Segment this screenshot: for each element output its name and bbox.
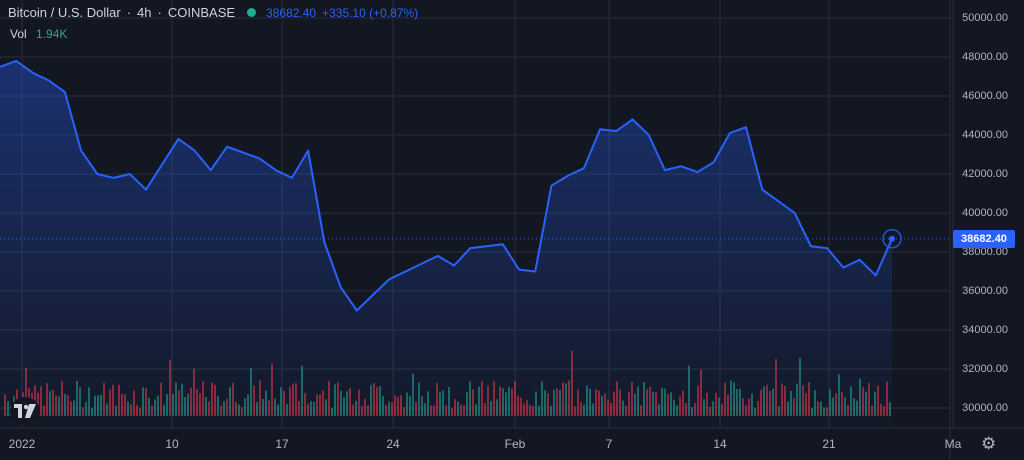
time-axis-tick: 21 — [822, 437, 836, 451]
price-line — [0, 59, 893, 312]
volume-legend[interactable]: Vol 1.94K — [10, 27, 67, 41]
time-axis-tick: 2022 — [8, 437, 36, 451]
last-price-tag: 38682.40 — [953, 229, 1015, 248]
market-status-dot-icon — [247, 8, 257, 17]
legend-separator: · — [157, 5, 162, 20]
price-axis-tick: 40000.00 — [962, 207, 1008, 219]
legend-separator: · — [126, 5, 132, 20]
price-area-fill — [0, 60, 892, 429]
price-axis-tick: 38000.00 — [962, 246, 1008, 258]
price-axis-tick: 30000.00 — [962, 402, 1008, 414]
last-price-halo — [882, 228, 902, 249]
time-axis-tick: Ma — [944, 437, 962, 451]
time-axis-tick: 24 — [386, 437, 400, 451]
symbol-name[interactable]: Bitcoin / U.S. Dollar — [8, 5, 121, 20]
price-change: +335.10 (+0.87%) — [322, 5, 419, 20]
price-axis-tick: 50000.00 — [962, 12, 1008, 24]
price-axis-tick: 44000.00 — [962, 129, 1008, 141]
time-axis-tick: 14 — [713, 437, 727, 451]
volume-value: 1.94K — [36, 27, 68, 41]
gear-icon[interactable]: ⚙ — [981, 434, 997, 453]
price-axis-tick: 34000.00 — [962, 324, 1008, 336]
time-axis-tick: 17 — [275, 437, 289, 451]
exchange[interactable]: COINBASE — [167, 5, 236, 20]
last-price-dot — [889, 235, 895, 242]
tradingview-logo-icon[interactable] — [10, 397, 40, 425]
interval[interactable]: 4h — [137, 5, 152, 20]
price-axis-tick: 46000.00 — [962, 90, 1008, 102]
price-axis-tick: 36000.00 — [962, 285, 1008, 297]
symbol-legend: Bitcoin / U.S. Dollar · 4h · COINBASE 38… — [8, 5, 418, 20]
price-axis-tick: 48000.00 — [962, 51, 1008, 63]
price-axis-tick: 32000.00 — [962, 363, 1008, 375]
last-price: 38682.40 — [266, 5, 317, 20]
time-axis-tick: 7 — [605, 437, 613, 451]
volume-label: Vol — [10, 27, 27, 41]
time-axis-tick: Feb — [504, 437, 526, 451]
price-axis-tick: 42000.00 — [962, 168, 1008, 180]
time-axis-tick: 10 — [165, 437, 179, 451]
